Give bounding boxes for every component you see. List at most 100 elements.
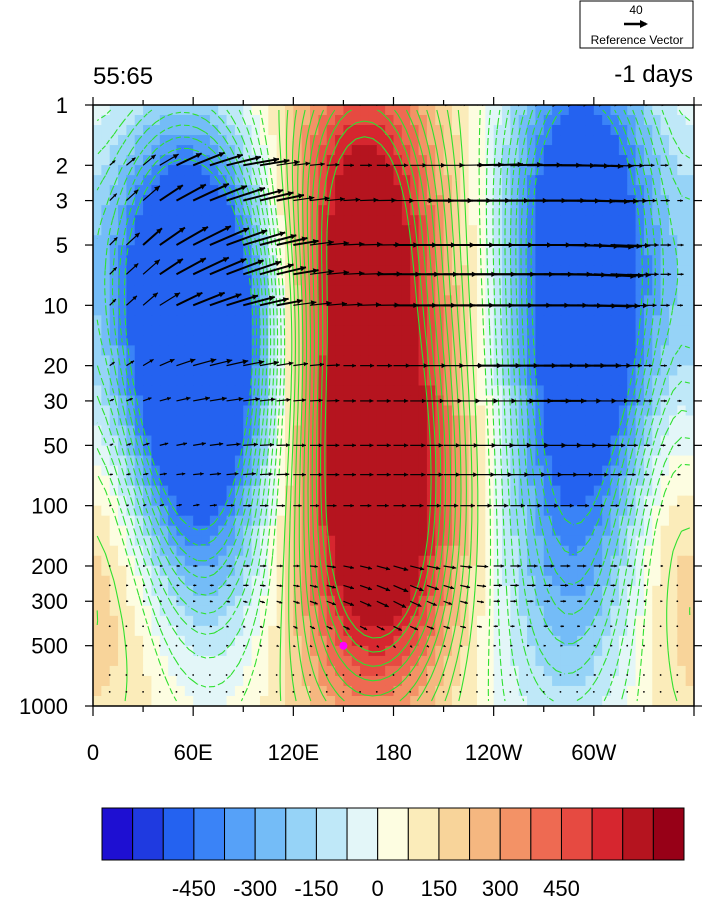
heatmap-cell <box>451 535 461 547</box>
heatmap-cell <box>451 545 461 557</box>
heatmap-cell <box>251 595 261 607</box>
heatmap-cell <box>577 685 587 697</box>
heatmap-cell <box>476 665 486 677</box>
heatmap-cell <box>468 275 478 286</box>
heatmap-cell <box>93 395 102 407</box>
heatmap-cell <box>618 475 628 487</box>
heatmap-cell <box>101 695 111 706</box>
heatmap-cell <box>560 305 570 316</box>
heatmap-cell <box>485 165 495 176</box>
heatmap-cell <box>577 675 587 687</box>
heatmap-cell <box>259 555 269 567</box>
heatmap-cell <box>677 545 687 557</box>
heatmap-cell <box>685 665 694 677</box>
heatmap-cell <box>101 135 111 146</box>
heatmap-cell <box>543 245 553 256</box>
heatmap-cell <box>301 465 311 477</box>
heatmap-cell <box>652 315 662 326</box>
heatmap-cell <box>168 445 178 457</box>
heatmap-cell <box>585 485 595 497</box>
heatmap-cell <box>543 295 553 306</box>
heatmap-cell <box>610 525 620 537</box>
wind-vector <box>193 441 206 446</box>
heatmap-cell <box>134 205 144 216</box>
wind-vector <box>493 472 513 478</box>
heatmap-cell <box>134 105 144 116</box>
wind-vector <box>342 674 345 676</box>
heatmap-cell <box>677 425 687 437</box>
heatmap-cell <box>268 405 278 417</box>
heatmap-cell <box>134 305 144 316</box>
heatmap-cell <box>435 665 445 677</box>
heatmap-cell <box>143 625 153 637</box>
heatmap-cell <box>326 145 336 156</box>
heatmap-cell <box>101 465 111 477</box>
heatmap-cell <box>610 565 620 577</box>
heatmap-cell <box>335 555 345 567</box>
heatmap-cell <box>109 345 119 357</box>
heatmap-cell <box>118 125 127 136</box>
heatmap-cell <box>151 375 161 387</box>
heatmap-cell <box>343 205 353 216</box>
heatmap-cell <box>284 455 294 467</box>
heatmap-cell <box>209 215 219 226</box>
heatmap-cell <box>451 155 461 166</box>
heatmap-cell <box>376 135 386 146</box>
heatmap-cell <box>685 645 694 657</box>
heatmap-cell <box>234 115 244 126</box>
heatmap-cell <box>560 675 570 687</box>
heatmap-cell <box>643 695 653 706</box>
heatmap-cell <box>109 215 119 226</box>
heatmap-cell <box>351 515 361 527</box>
heatmap-cell <box>118 105 127 116</box>
heatmap-cell <box>109 615 119 627</box>
wind-vector <box>176 396 191 402</box>
wind-vector <box>125 263 139 275</box>
heatmap-cell <box>326 135 336 146</box>
heatmap-cell <box>535 385 545 397</box>
heatmap-cell <box>343 225 353 236</box>
heatmap-cell <box>176 325 186 336</box>
heatmap-cell <box>226 425 236 437</box>
wind-vector <box>560 583 569 587</box>
wind-vector <box>276 193 305 202</box>
heatmap-cell <box>284 395 294 407</box>
wind-vector <box>293 584 300 588</box>
heatmap-cell <box>435 355 445 367</box>
heatmap-cell <box>660 505 670 517</box>
heatmap-cell <box>293 665 303 677</box>
heatmap-cell <box>401 525 411 537</box>
heatmap-cell <box>126 655 136 667</box>
heatmap-cell <box>602 645 612 657</box>
heatmap-cell <box>101 105 111 116</box>
wind-vector <box>275 690 278 693</box>
heatmap-cell <box>627 515 637 527</box>
heatmap-cell <box>585 385 595 397</box>
heatmap-cell <box>385 535 395 547</box>
heatmap-cell <box>226 315 236 326</box>
heatmap-cell <box>368 385 378 397</box>
heatmap-cell <box>226 325 236 336</box>
heatmap-cell <box>93 195 102 206</box>
heatmap-cell <box>677 435 687 447</box>
heatmap-cell <box>685 265 694 276</box>
heatmap-cell <box>560 255 570 266</box>
heatmap-cell <box>301 525 311 537</box>
heatmap-cell <box>568 385 578 397</box>
heatmap-cell <box>668 495 678 507</box>
heatmap-cell <box>585 415 595 427</box>
wind-vector <box>109 159 116 166</box>
heatmap-cell <box>610 475 620 487</box>
heatmap-cell <box>393 615 403 627</box>
heatmap-cell <box>635 545 645 557</box>
heatmap-cell <box>276 645 286 657</box>
wind-vector <box>243 442 258 447</box>
heatmap-cell <box>660 405 670 417</box>
heatmap-cell <box>284 485 294 497</box>
wind-vector <box>292 690 295 693</box>
wind-vector <box>243 471 256 476</box>
heatmap-cell <box>560 605 570 617</box>
heatmap-cell <box>343 665 353 677</box>
heatmap-cell <box>209 645 219 657</box>
heatmap-cell <box>652 275 662 286</box>
